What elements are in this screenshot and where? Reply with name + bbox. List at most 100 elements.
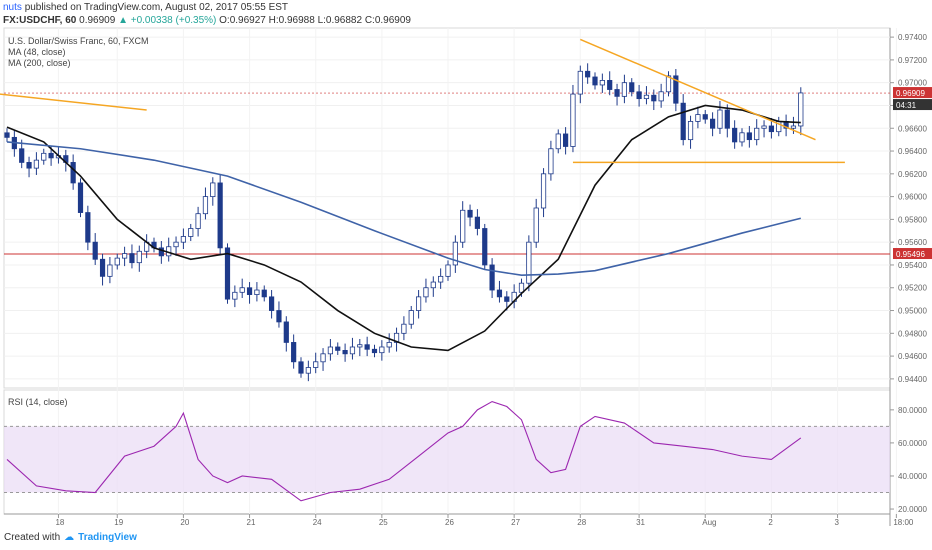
candle-body	[232, 291, 238, 300]
time-tick-label: Aug	[702, 518, 716, 527]
ma200-legend[interactable]: MA (200, close)	[8, 58, 71, 68]
candle-body	[173, 241, 179, 248]
candle-body	[92, 241, 98, 260]
candle	[695, 106, 701, 129]
candle	[798, 87, 804, 136]
change-value: ▲ +0.00338 (+0.35%)	[118, 15, 217, 26]
candle	[460, 201, 466, 248]
candle-body	[430, 281, 436, 289]
candle-body	[349, 346, 356, 355]
candle-body	[732, 127, 738, 143]
candle-body	[122, 253, 128, 259]
candle	[188, 223, 194, 242]
candle-body	[114, 257, 120, 266]
rsi-tick-label: 40.0000	[898, 472, 927, 481]
rsi-legend[interactable]: RSI (14, close)	[8, 397, 68, 407]
candle	[570, 84, 576, 153]
candle-body	[195, 213, 201, 229]
candle-body	[643, 94, 650, 100]
author-link[interactable]: nuts	[3, 2, 22, 13]
candle-body	[548, 148, 554, 175]
rsi-tick-label: 60.0000	[898, 439, 927, 448]
candle-body	[364, 344, 370, 350]
candle-body	[695, 114, 701, 122]
candle	[430, 276, 436, 297]
candle-body	[482, 228, 488, 266]
candle-body	[585, 70, 591, 78]
publish-line: nuts published on TradingView.com, Augus…	[3, 2, 288, 14]
candle	[4, 128, 10, 142]
candle-body	[393, 332, 400, 343]
candle-body	[291, 342, 297, 363]
candle-body	[210, 182, 216, 198]
hline-price-label: 0.95496	[896, 250, 925, 259]
countdown-label-bg	[893, 99, 932, 111]
countdown-label: 04:31	[896, 101, 917, 110]
candle-body	[423, 287, 429, 298]
candle-body	[665, 75, 672, 93]
candle-body	[739, 132, 745, 143]
candle-body	[77, 182, 84, 213]
time-tick-label: 26	[445, 518, 454, 527]
candle-body	[599, 80, 605, 86]
candle-body	[188, 228, 194, 237]
time-tick-label: 28	[577, 518, 586, 527]
candle	[533, 198, 539, 248]
candle	[474, 209, 481, 236]
candle-body	[607, 80, 613, 90]
time-tick-label: 25	[379, 518, 388, 527]
time-tick-label: 18:00	[893, 518, 914, 527]
tradingview-logo-icon: ☁	[64, 532, 75, 543]
candle-body	[555, 133, 561, 150]
candle	[592, 72, 598, 90]
ma48-legend[interactable]: MA (48, close)	[8, 47, 66, 57]
candle-body	[496, 289, 503, 298]
tradingview-brand[interactable]: TradingView	[78, 532, 137, 543]
candle	[496, 280, 503, 303]
rsi-line	[6, 400, 802, 502]
candle	[482, 223, 488, 270]
candle	[195, 206, 201, 237]
candle	[651, 89, 657, 111]
candle	[99, 253, 106, 286]
candle-body	[305, 367, 311, 374]
candle	[261, 285, 267, 302]
candle-body	[790, 125, 797, 129]
candle	[107, 256, 113, 284]
candle	[349, 337, 356, 360]
candle-body	[261, 289, 267, 298]
candle	[371, 344, 378, 358]
time-tick-label: 2	[768, 518, 773, 527]
candle	[438, 268, 444, 289]
candle-body	[467, 209, 473, 218]
candle	[445, 260, 451, 281]
rsi-band	[4, 426, 890, 493]
price-tick-label: 0.95400	[898, 261, 927, 270]
price-tick-label: 0.94600	[898, 352, 927, 361]
candle	[555, 129, 561, 154]
candle-body	[327, 346, 334, 355]
candle	[710, 112, 716, 137]
rsi-tick-label: 80.0000	[898, 406, 927, 415]
candle	[614, 83, 620, 106]
instrument-label: U.S. Dollar/Swiss Franc, 60, FXCM	[8, 36, 149, 46]
candle-body	[357, 344, 363, 348]
candle	[526, 235, 532, 292]
candle	[783, 114, 789, 137]
candle	[540, 168, 547, 218]
candle-body	[438, 275, 444, 283]
time-tick-label: 19	[114, 518, 123, 527]
price-tick-label: 0.97200	[898, 56, 927, 65]
candle	[658, 83, 664, 108]
price-tick-label: 0.95000	[898, 307, 927, 316]
price-tick-label: 0.97000	[898, 79, 927, 88]
candle	[364, 336, 370, 357]
candle	[232, 285, 238, 308]
candle-body	[717, 109, 723, 129]
candle-body	[19, 148, 25, 163]
candle-body	[702, 114, 708, 120]
candle-body	[180, 236, 186, 243]
candle	[239, 278, 245, 298]
candle	[790, 116, 797, 134]
